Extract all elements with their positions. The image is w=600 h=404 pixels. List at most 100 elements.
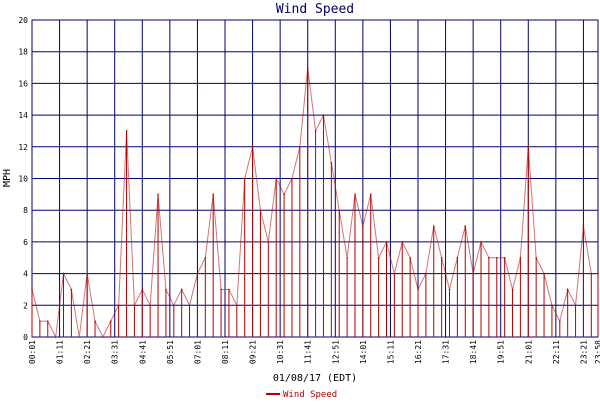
data-point <box>70 288 73 291</box>
data-point <box>362 225 364 227</box>
x-tick-label: 23:58 <box>594 340 600 364</box>
y-tick-label: 6 <box>23 238 28 247</box>
data-point <box>558 320 561 322</box>
data-point <box>495 256 498 259</box>
data-point <box>165 288 167 291</box>
data-point <box>46 320 49 322</box>
chart-title: Wind Speed <box>276 2 354 17</box>
data-point <box>440 256 443 259</box>
data-point <box>204 256 207 259</box>
data-point <box>78 336 81 338</box>
data-point <box>109 320 112 322</box>
y-tick-label: 4 <box>23 270 28 279</box>
y-tick-label: 8 <box>23 206 28 215</box>
x-tick-label: 11:41 <box>304 340 313 364</box>
data-point <box>385 241 388 243</box>
x-tick-label: 10:31 <box>276 340 285 364</box>
y-tick-label: 20 <box>18 16 28 25</box>
data-point <box>543 272 545 275</box>
legend: Wind Speed <box>266 390 337 400</box>
data-point <box>306 66 309 69</box>
grid <box>31 19 599 338</box>
x-tick-label: 12:51 <box>331 340 340 364</box>
data-point <box>172 304 175 307</box>
data-point <box>369 193 372 196</box>
x-tick-label: 03:31 <box>111 340 120 364</box>
data-point <box>574 304 577 307</box>
data-point <box>464 225 467 227</box>
x-tick-label: 04:41 <box>138 340 147 364</box>
data-point <box>196 272 199 275</box>
data-point <box>212 193 214 196</box>
data-point <box>590 272 593 275</box>
y-tick-label: 0 <box>23 333 28 342</box>
data-point <box>409 256 411 259</box>
legend-label: Wind Speed <box>283 390 337 400</box>
data-point <box>354 193 356 196</box>
data-point <box>117 304 120 307</box>
data-point <box>133 304 136 307</box>
y-tick-labels: 0 2 4 6 8 10 12 14 16 18 20 <box>18 16 28 342</box>
data-point <box>314 130 317 132</box>
data-point <box>125 130 128 132</box>
data-point <box>503 256 506 259</box>
x-tick-label: 21:01 <box>524 340 533 364</box>
x-tick-label: 00:01 <box>28 340 37 364</box>
data-point <box>141 288 144 291</box>
x-tick-label: 02:21 <box>83 340 92 364</box>
x-tick-label: 17:31 <box>442 340 451 364</box>
x-tick-label: 07:01 <box>193 340 202 364</box>
x-tick-label: 08:11 <box>221 340 230 364</box>
y-tick-label: 2 <box>23 301 28 310</box>
data-point <box>259 209 262 211</box>
x-axis-label: 01/08/17 (EDT) <box>273 373 357 384</box>
data-point <box>346 256 348 259</box>
data-point <box>597 272 599 275</box>
x-tick-label: 01:11 <box>56 340 65 364</box>
data-point <box>519 256 522 259</box>
y-tick-label: 10 <box>18 175 28 184</box>
x-tick-label: 23:21 <box>579 340 588 364</box>
data-point <box>236 304 238 307</box>
data-point <box>448 288 451 291</box>
data-point <box>527 146 530 148</box>
data-point <box>149 304 151 307</box>
x-tick-label: 09:21 <box>249 340 258 364</box>
y-tick-label: 18 <box>18 48 28 57</box>
data-point <box>243 177 246 180</box>
x-tick-label: 22:11 <box>552 340 561 364</box>
x-tick-label: 05:51 <box>166 340 175 364</box>
data-point <box>102 336 104 338</box>
x-tick-label: 14:01 <box>359 340 368 364</box>
data-point <box>220 288 222 291</box>
data-point <box>322 114 325 116</box>
data-point <box>267 241 270 243</box>
series-layer <box>31 66 599 339</box>
data-point <box>432 225 435 227</box>
data-point <box>456 256 459 259</box>
data-point <box>275 177 278 180</box>
data-point <box>62 272 65 275</box>
data-point <box>330 161 333 164</box>
data-point <box>54 336 57 338</box>
data-point <box>338 209 341 211</box>
x-tick-label: 18:41 <box>469 340 478 364</box>
data-point <box>94 320 96 322</box>
data-point <box>582 225 585 227</box>
data-point <box>228 288 230 291</box>
x-tick-label: 16:21 <box>414 340 423 364</box>
y-tick-label: 14 <box>18 111 28 120</box>
data-point <box>551 304 553 307</box>
data-point <box>251 146 254 148</box>
x-tick-label: 19:51 <box>497 340 506 364</box>
y-tick-label: 16 <box>18 79 28 88</box>
data-point <box>180 288 183 291</box>
data-point <box>86 272 88 275</box>
data-point <box>393 272 396 275</box>
y-axis-label: MPH <box>2 169 13 187</box>
data-point <box>299 146 301 148</box>
data-point <box>157 193 159 196</box>
x-tick-label: 15:11 <box>386 340 395 364</box>
